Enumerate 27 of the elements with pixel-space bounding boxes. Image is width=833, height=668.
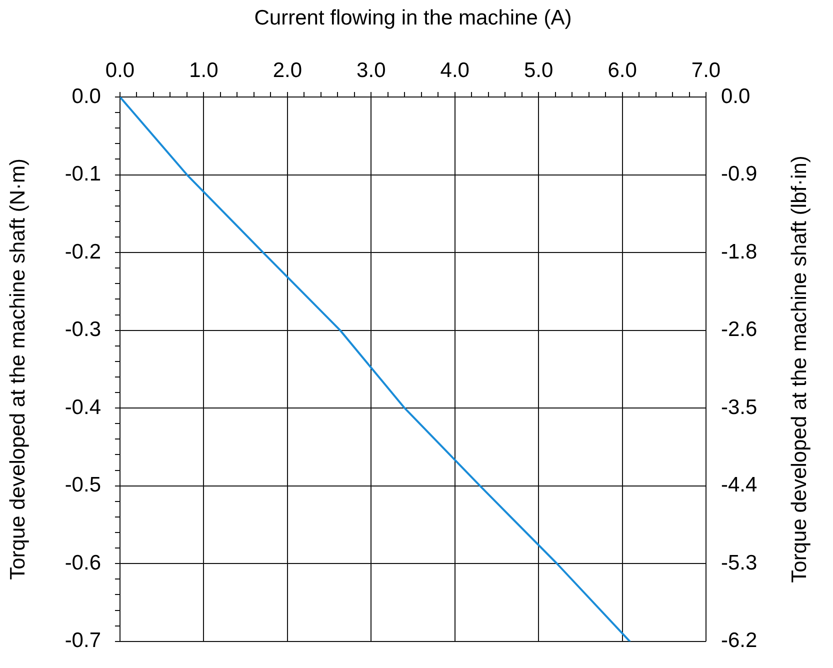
y-tick-label: -0.4 xyxy=(64,396,102,419)
y-tick-label: -0.7 xyxy=(64,629,101,652)
x-tick-label: 4.0 xyxy=(440,59,470,82)
x-tick-label: 6.0 xyxy=(608,59,637,82)
x-tick-label: 0.0 xyxy=(105,59,135,82)
y-tick-label: -0.1 xyxy=(64,162,101,186)
y2-tick-label: -5.3 xyxy=(721,551,758,574)
y-tick-label: -0.2 xyxy=(64,240,101,264)
x-tick-label: 2.0 xyxy=(272,59,302,82)
y-axis-title: Torque developed at the machine shaft (N·m) xyxy=(6,158,30,580)
x-tick-label: 5.0 xyxy=(524,59,554,82)
y2-tick-label: -4.4 xyxy=(721,474,758,497)
y-tick-label: -0.3 xyxy=(64,318,101,342)
y-tick-label: -0.5 xyxy=(64,474,101,497)
y-tick-label: 0.0 xyxy=(72,84,101,108)
y2-tick-label: 0.0 xyxy=(721,84,750,108)
x-tick-label: 7.0 xyxy=(691,59,721,82)
x-tick-label: 1.0 xyxy=(189,59,218,82)
y-tick-label: -0.6 xyxy=(64,551,101,574)
y2-axis-title: Torque developed at the machine shaft (lbf·in) xyxy=(788,156,811,583)
y2-tick-label: -0.9 xyxy=(721,162,758,186)
x-tick-label: 3.0 xyxy=(356,59,386,82)
y2-tick-label: -1.8 xyxy=(721,240,758,264)
y2-tick-label: -2.6 xyxy=(721,318,758,342)
x-axis-title: Current flowing in the machine (A) xyxy=(254,6,572,30)
y2-tick-label: -3.5 xyxy=(721,396,758,419)
y2-tick-label: -6.2 xyxy=(721,629,758,652)
